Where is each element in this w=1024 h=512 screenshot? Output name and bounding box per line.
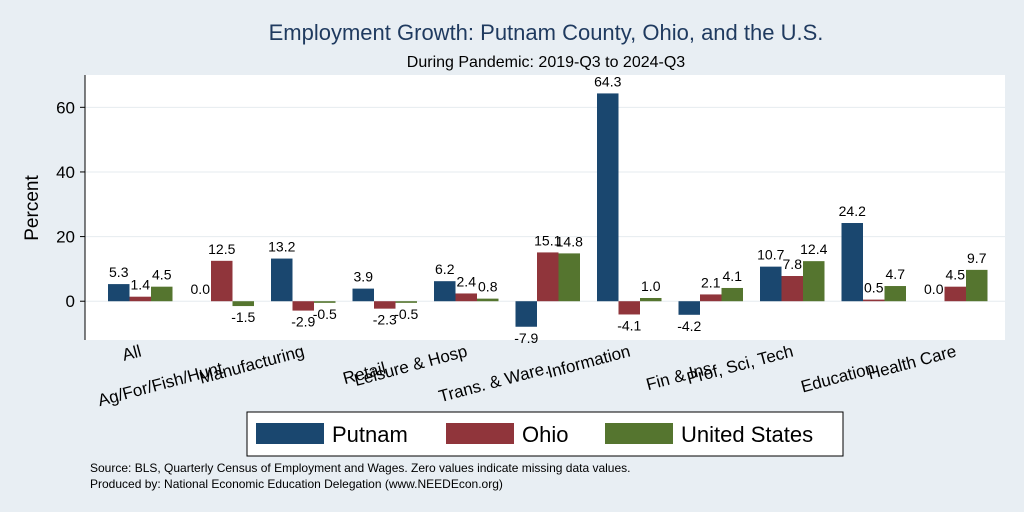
bars [108,93,988,327]
chart-subtitle: During Pandemic: 2019-Q3 to 2024-Q3 [407,54,685,71]
legend-swatch-ohio [446,423,514,444]
bar-united-states-8 [803,261,825,302]
data-label-united-states-5: 14.8 [556,233,583,249]
data-label-united-states-1: -1.5 [231,309,255,325]
legend-label-putnam: Putnam [332,422,408,447]
bar-putnam-7 [678,301,700,315]
bar-ohio-6 [618,301,640,315]
bar-putnam-4 [434,281,456,302]
legend-swatch-putnam [256,423,324,444]
bar-putnam-8 [760,266,782,302]
data-label-ohio-9: 0.5 [864,280,884,296]
data-label-united-states-10: 9.7 [967,250,987,266]
data-label-putnam-5: -7.9 [514,330,538,346]
data-label-putnam-3: 3.9 [354,269,374,285]
data-label-ohio-7: 2.1 [701,274,721,290]
bar-putnam-2 [271,258,293,302]
bar-united-states-9 [884,286,906,302]
bar-putnam-6 [597,93,619,302]
y-tick-label-0: 0 [66,292,75,311]
bar-putnam-5 [515,301,537,327]
bar-united-states-2 [314,301,336,303]
data-label-ohio-1: 12.5 [208,241,235,257]
data-label-united-states-4: 0.8 [478,279,498,295]
bar-united-states-1 [232,301,254,307]
produced-by-note: Produced by: National Economic Education… [90,477,503,491]
bar-united-states-10 [966,269,988,302]
data-label-ohio-10: 4.5 [946,267,966,283]
bar-ohio-9 [863,299,885,302]
bar-ohio-3 [374,301,396,309]
data-label-putnam-7: -4.2 [677,318,701,334]
data-label-united-states-7: 4.1 [723,268,743,284]
data-label-ohio-4: 2.4 [457,273,477,289]
data-label-putnam-2: 13.2 [268,239,295,255]
data-label-united-states-6: 1.0 [641,278,661,294]
data-labels: 5.31.44.50.012.5-1.513.2-2.9-0.53.9-2.3-… [109,73,987,345]
legend-swatch-united-states [605,423,673,444]
bar-united-states-6 [640,297,662,302]
bar-ohio-0 [129,296,151,302]
bar-ohio-2 [292,301,314,311]
bar-putnam-9 [841,223,863,302]
data-label-ohio-8: 7.8 [783,256,803,272]
y-tick-label-60: 60 [56,98,75,117]
bar-ohio-7 [700,294,722,302]
bar-united-states-3 [395,301,417,303]
y-tick-label-20: 20 [56,228,75,247]
data-label-united-states-2: -0.5 [313,306,337,322]
bar-ohio-10 [944,286,966,302]
data-label-ohio-0: 1.4 [131,277,151,293]
data-label-putnam-8: 10.7 [757,247,784,263]
data-label-united-states-3: -0.5 [394,306,418,322]
bar-putnam-3 [352,288,374,302]
data-label-putnam-9: 24.2 [839,203,866,219]
bar-united-states-0 [151,286,173,302]
chart-title: Employment Growth: Putnam County, Ohio, … [269,20,824,45]
data-label-ohio-5: 15.1 [534,232,561,248]
data-label-united-states-8: 12.4 [800,241,827,257]
data-label-ohio-2: -2.9 [291,314,315,330]
data-label-ohio-3: -2.3 [373,312,397,328]
legend-label-united-states: United States [681,422,813,447]
bar-ohio-1 [211,260,233,302]
bar-ohio-8 [781,276,803,302]
legend: Putnam Ohio United States [246,411,844,457]
data-label-putnam-1: 0.0 [191,281,211,297]
bar-united-states-4 [477,298,499,302]
data-label-ohio-6: -4.1 [617,317,641,333]
y-axis-label: Percent [22,175,43,241]
data-label-putnam-4: 6.2 [435,261,455,277]
legend-box [246,411,844,457]
source-note: Source: BLS, Quarterly Census of Employm… [90,461,630,475]
bar-ohio-5 [537,252,559,302]
bar-united-states-5 [558,253,580,302]
bar-putnam-0 [108,284,130,302]
data-label-united-states-0: 4.5 [152,267,172,283]
legend-label-ohio: Ohio [522,422,568,447]
data-label-putnam-10: 0.0 [924,281,944,297]
data-label-putnam-0: 5.3 [109,264,129,280]
data-label-putnam-6: 64.3 [594,73,621,89]
y-axis-ticks: 0 20 40 60 [56,98,85,311]
data-label-united-states-9: 4.7 [886,266,906,282]
bar-united-states-7 [721,287,743,302]
category-label-0: All [120,342,143,365]
y-tick-label-40: 40 [56,163,75,182]
bar-ohio-4 [455,293,477,302]
